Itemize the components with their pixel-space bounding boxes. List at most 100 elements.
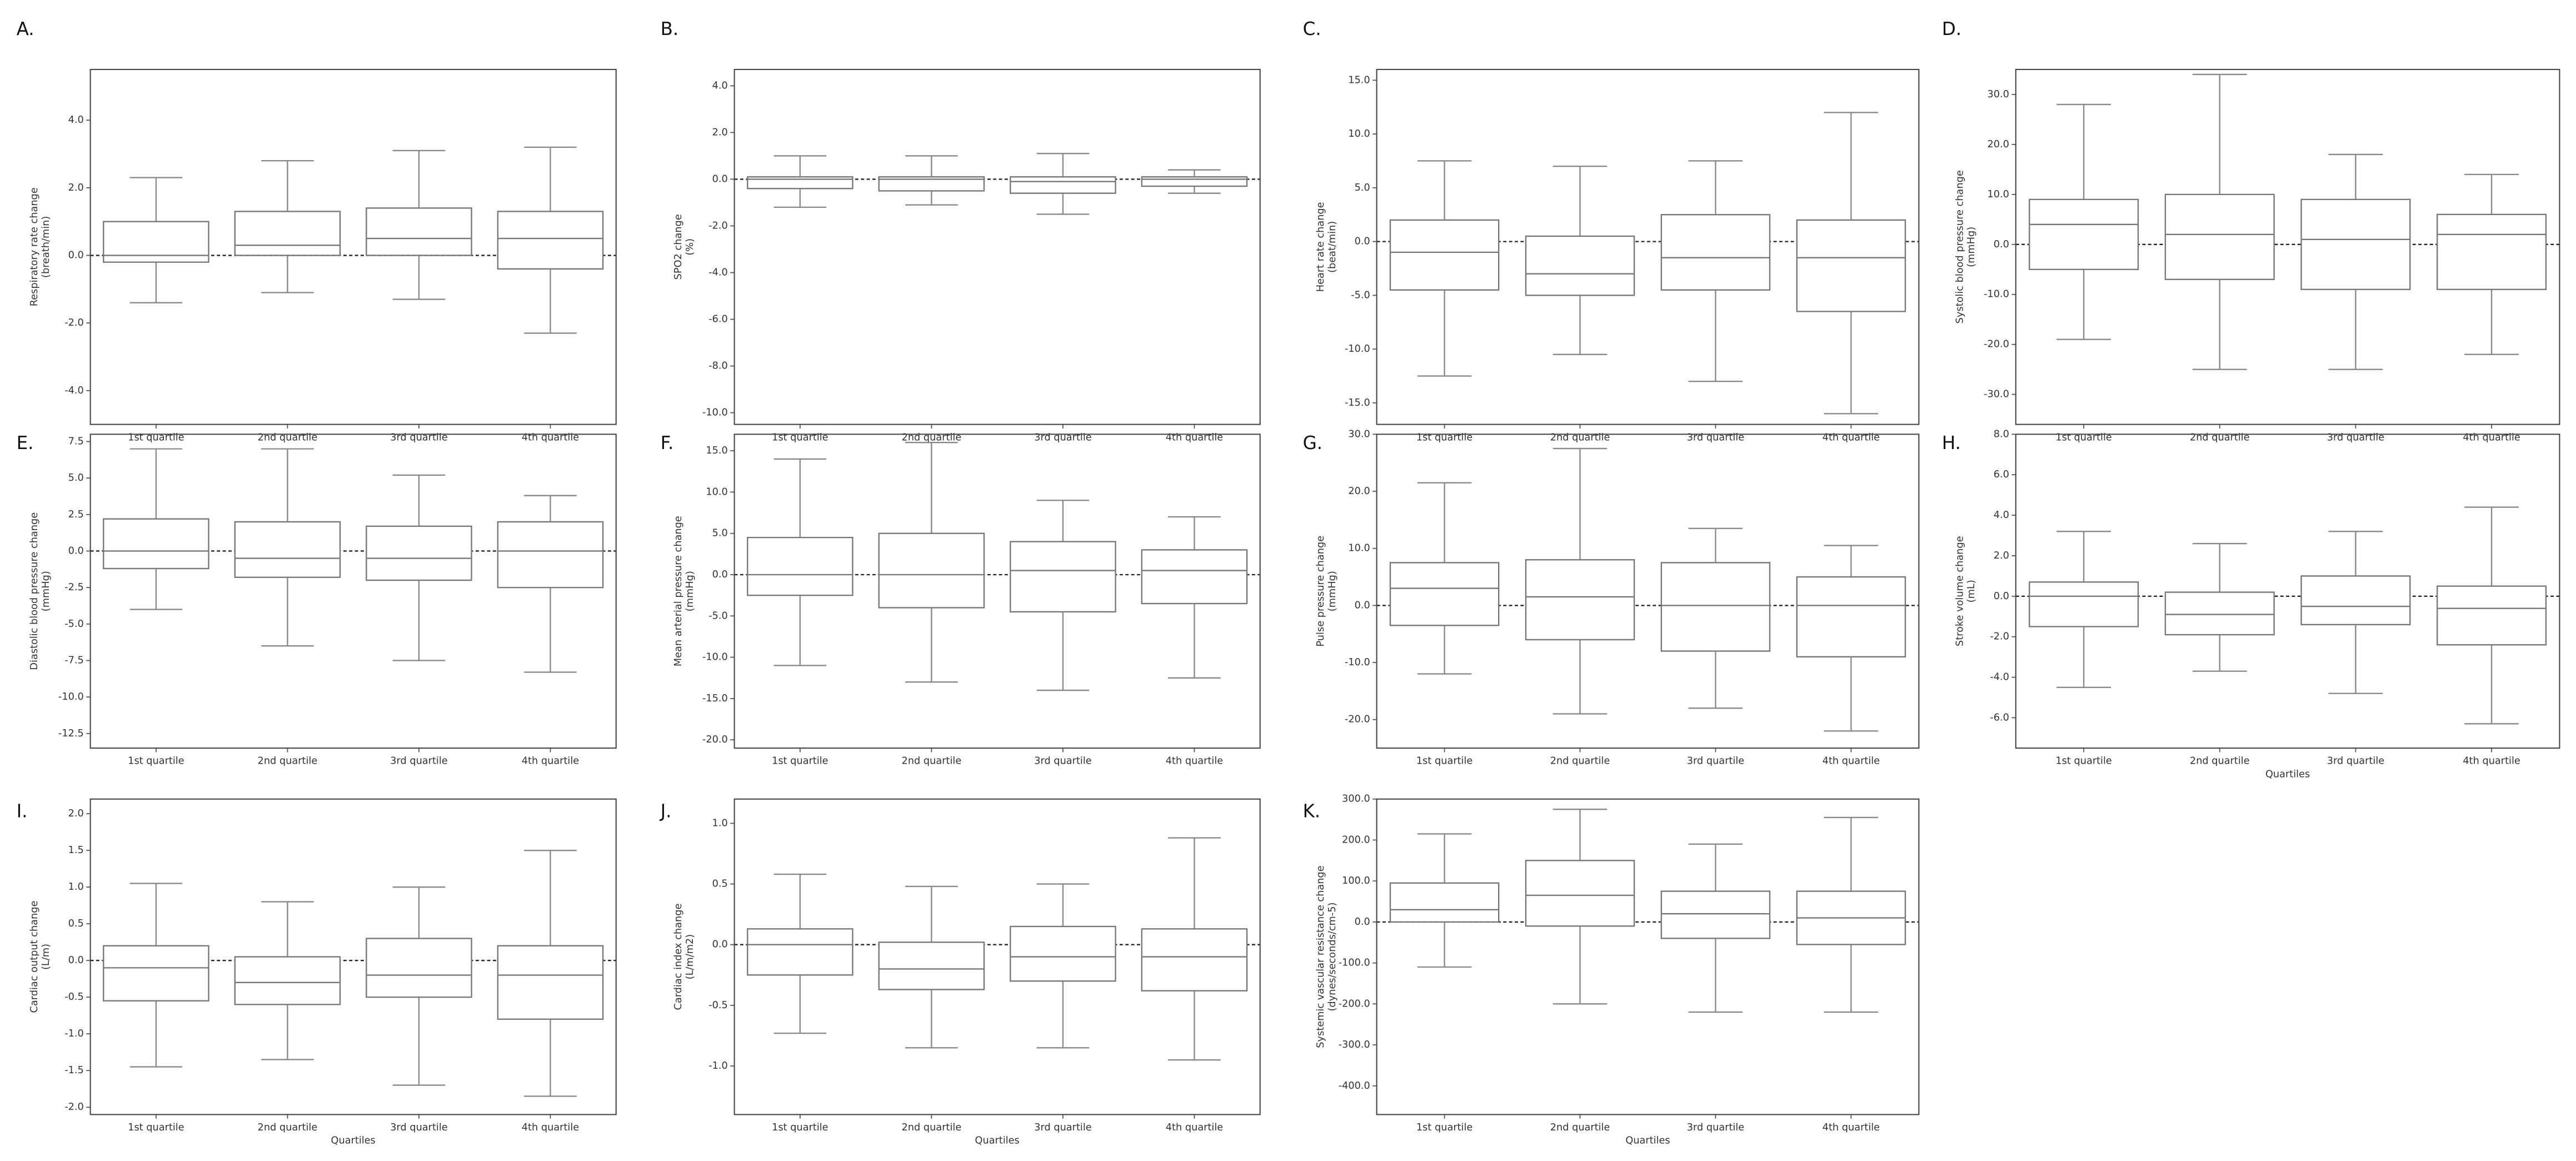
- x-tick-label: 2nd quartile: [258, 1122, 318, 1133]
- y-tick-label: -400.0: [1339, 1080, 1370, 1092]
- y-tick-label: -30.0: [1984, 389, 2009, 400]
- x-tick-label: 1st quartile: [128, 1122, 184, 1133]
- x-tick-label: 3rd quartile: [390, 1122, 447, 1133]
- x-tick-label: 1st quartile: [1416, 432, 1472, 443]
- box: [1010, 176, 1116, 194]
- y-tick-label: -12.5: [58, 728, 84, 739]
- box: [2164, 193, 2275, 280]
- box: [1389, 562, 1500, 626]
- y-tick-label: -10.0: [58, 691, 84, 702]
- box: [366, 207, 472, 256]
- y-tick-label: -4.0: [64, 385, 84, 396]
- y-tick-label: 15.0: [1348, 74, 1370, 86]
- box: [497, 945, 604, 1020]
- plot-frame: [89, 68, 617, 425]
- y-tick-label: -4.0: [1990, 672, 2009, 683]
- y-tick-label: 0.0: [68, 250, 84, 261]
- y-axis-label: (L/m/m2): [685, 934, 696, 979]
- box: [103, 945, 209, 1001]
- x-tick-label: 1st quartile: [1416, 756, 1472, 767]
- x-tick-label: 2nd quartile: [902, 432, 962, 443]
- y-tick-label: -200.0: [1339, 998, 1370, 1009]
- box: [747, 928, 853, 976]
- x-tick-label: 4th quartile: [1823, 1122, 1880, 1133]
- y-axis-label: (mmHg): [41, 571, 52, 611]
- x-tick-label: 4th quartile: [522, 756, 579, 767]
- x-axis-label: Quartiles: [2265, 769, 2310, 780]
- y-tick-label: 0.5: [68, 918, 84, 929]
- y-tick-label: -15.0: [702, 693, 728, 704]
- plot-frame: [1376, 433, 1920, 749]
- box: [1389, 882, 1500, 923]
- y-axis-label: Stroke volume change: [1954, 536, 1965, 646]
- panel-label: H.: [1942, 432, 1961, 454]
- box: [747, 536, 853, 596]
- y-tick-label: -0.5: [64, 991, 84, 1003]
- y-tick-label: -2.0: [64, 1102, 84, 1113]
- x-tick-label: 4th quartile: [1823, 432, 1880, 443]
- y-tick-label: -15.0: [1345, 397, 1370, 408]
- x-tick-label: 3rd quartile: [390, 432, 447, 443]
- y-tick-label: -1.5: [64, 1065, 84, 1076]
- panel-label: E.: [17, 432, 34, 454]
- box: [2164, 591, 2275, 636]
- y-tick-label: 10.0: [1348, 128, 1370, 139]
- y-tick-label: 2.0: [68, 182, 84, 193]
- y-tick-label: 2.0: [712, 127, 728, 138]
- y-tick-label: 2.0: [1994, 550, 2009, 561]
- y-tick-label: 0.0: [712, 939, 728, 950]
- y-tick-label: 0.0: [1355, 916, 1370, 928]
- box: [1525, 559, 1635, 641]
- y-tick-label: 2.5: [68, 509, 84, 520]
- y-tick-label: 5.0: [712, 528, 728, 539]
- y-tick-label: -2.5: [64, 582, 84, 593]
- y-axis-label: Heart rate change: [1315, 202, 1326, 292]
- y-tick-label: 0.0: [712, 569, 728, 580]
- x-tick-label: 4th quartile: [1166, 756, 1223, 767]
- y-tick-label: 200.0: [1342, 834, 1370, 845]
- box: [878, 941, 985, 990]
- y-tick-label: 300.0: [1342, 794, 1370, 805]
- x-tick-label: 3rd quartile: [1687, 1122, 1744, 1133]
- plot-frame: [89, 433, 617, 749]
- y-tick-label: 100.0: [1342, 875, 1370, 886]
- y-tick-label: 0.0: [712, 173, 728, 185]
- x-tick-label: 2nd quartile: [1550, 756, 1610, 767]
- y-tick-label: -100.0: [1339, 958, 1370, 969]
- y-tick-label: 4.0: [712, 80, 728, 91]
- x-tick-label: 3rd quartile: [1687, 756, 1744, 767]
- y-axis-label: Pulse pressure change: [1315, 536, 1326, 647]
- y-axis-label: (L/m): [41, 944, 52, 970]
- box: [878, 532, 985, 609]
- box: [1796, 219, 1906, 312]
- box: [1660, 562, 1771, 652]
- x-axis-label: Quartiles: [1625, 1135, 1670, 1147]
- box: [2300, 198, 2411, 290]
- y-tick-label: -5.0: [64, 619, 84, 630]
- box: [497, 211, 604, 270]
- y-tick-label: -10.0: [1345, 343, 1370, 355]
- box: [2437, 213, 2547, 290]
- box: [1141, 549, 1248, 605]
- y-tick-label: -2.0: [64, 317, 84, 328]
- y-axis-label: (mmHg): [1966, 227, 1977, 267]
- box: [1525, 860, 1635, 927]
- y-tick-label: -4.0: [708, 267, 728, 278]
- x-axis-label: Quartiles: [331, 1135, 376, 1147]
- x-tick-label: 3rd quartile: [1034, 1122, 1091, 1133]
- box: [1660, 214, 1771, 291]
- y-tick-label: -8.0: [708, 361, 728, 372]
- y-tick-label: -2.0: [708, 220, 728, 231]
- y-axis-label: Systemic vascular resistance change: [1315, 865, 1326, 1048]
- x-tick-label: 4th quartile: [1166, 1122, 1223, 1133]
- x-tick-label: 2nd quartile: [1550, 432, 1610, 443]
- y-axis-label: (beat/min): [1327, 221, 1338, 273]
- x-tick-label: 2nd quartile: [258, 432, 318, 443]
- y-tick-label: 1.0: [68, 881, 84, 893]
- y-tick-label: 0.5: [712, 879, 728, 890]
- box: [2029, 198, 2139, 270]
- y-tick-label: -5.0: [1351, 290, 1370, 301]
- box: [1010, 925, 1116, 982]
- x-tick-label: 4th quartile: [2463, 432, 2520, 443]
